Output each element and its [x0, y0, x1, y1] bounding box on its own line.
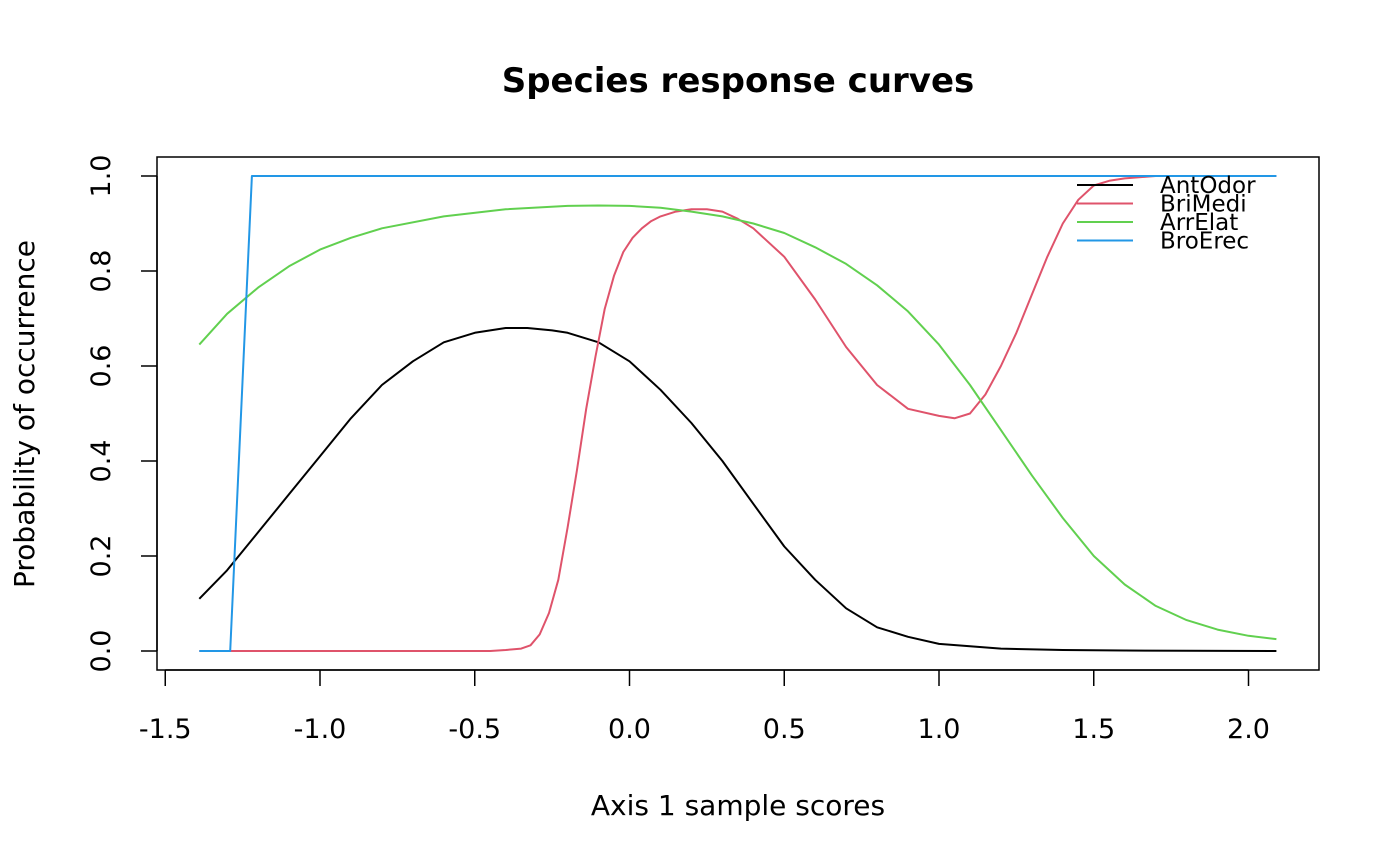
y-tick-label: 0.0 [86, 630, 117, 673]
x-tick-label: -1.5 [139, 714, 192, 745]
series-line-antodor [198, 327, 1277, 652]
legend-label: BroErec [1160, 229, 1249, 255]
legend-label: AntOdor [1160, 173, 1256, 199]
legend-label: ArrElat [1160, 210, 1238, 236]
y-tick-label: 0.6 [86, 345, 117, 388]
legend-label: BriMedi [1160, 192, 1247, 218]
y-tick-label: 0.2 [86, 535, 117, 578]
y-axis: 0.0 0.2 0.4 0.6 0.8 1.0 [86, 155, 158, 673]
x-tick-label: 0.0 [608, 714, 651, 745]
x-tick-label: 2.0 [1227, 714, 1270, 745]
y-axis-label: Probability of occurrence [8, 240, 41, 588]
x-tick-label: 1.0 [918, 714, 961, 745]
x-axis: -1.5 -1.0 -0.5 0.0 0.5 1.0 1.5 2.0 [139, 669, 1270, 745]
chart-title: Species response curves [502, 61, 975, 101]
x-tick-label: 0.5 [763, 714, 806, 745]
y-tick-label: 0.8 [86, 250, 117, 293]
x-tick-label: 1.5 [1072, 714, 1115, 745]
series-line-brimedi [199, 175, 1277, 652]
series-line-arrelat [198, 204, 1277, 641]
x-tick-label: -0.5 [448, 714, 501, 745]
series-layer [198, 175, 1277, 652]
x-axis-label: Axis 1 sample scores [591, 789, 885, 822]
y-tick-label: 0.4 [86, 440, 117, 483]
y-tick-label: 1.0 [86, 155, 117, 198]
plot-frame [156, 156, 1320, 671]
series-line-broerec [199, 175, 1277, 652]
x-tick-label: -1.0 [294, 714, 347, 745]
